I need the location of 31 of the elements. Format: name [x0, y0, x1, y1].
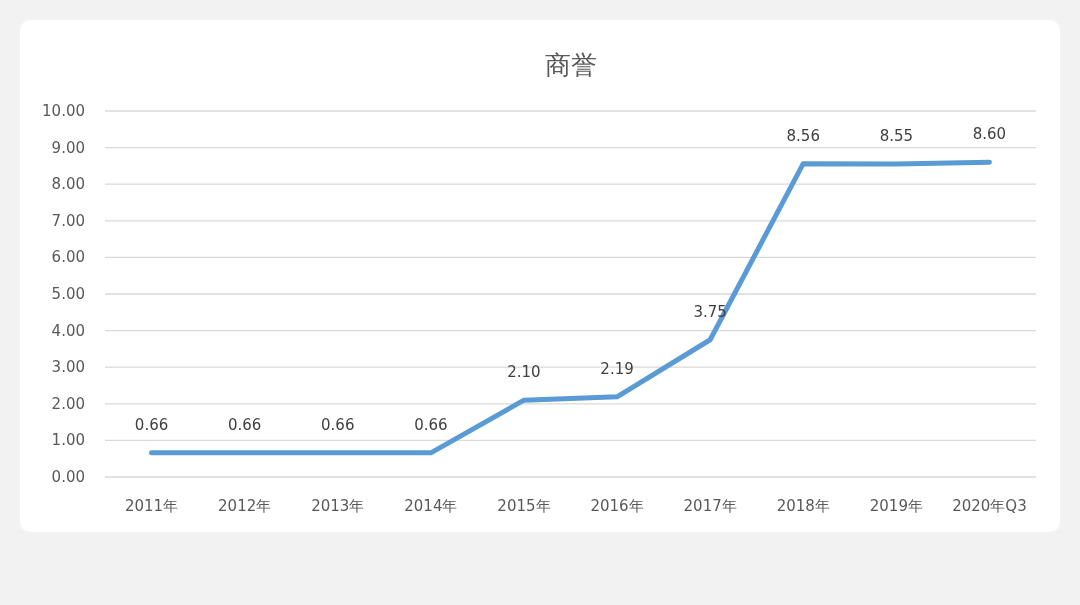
data-label: 2.19: [600, 359, 634, 378]
y-tick-label: 6.00: [51, 248, 85, 267]
title: 商誉: [544, 50, 597, 80]
y-tick-label: 4.00: [51, 321, 85, 340]
data-label: 0.66: [321, 415, 355, 434]
x-tick-label: 2018年: [776, 497, 830, 515]
x-tick-label: 2019年: [869, 497, 923, 515]
data-label: 0.66: [134, 415, 169, 434]
data-label: 0.66: [414, 415, 448, 434]
x-tick-label: 2011年: [124, 497, 179, 515]
data-label: 8.60: [972, 125, 1007, 144]
x-tick-label: 2020年Q3: [952, 497, 1027, 515]
y-tick-label: 0.00: [51, 468, 85, 486]
data-label: 8.55: [879, 127, 914, 146]
x-tick-label: 2016年: [590, 497, 644, 515]
y-tick-label: 5.00: [51, 285, 85, 303]
y-tick-label: 8.00: [51, 175, 85, 194]
y-tick-label: 7.00: [51, 211, 85, 230]
x-tick-label: 2014年: [404, 497, 458, 515]
y-tick-label: 9.00: [51, 138, 85, 157]
y-tick-label: 3.00: [51, 358, 85, 377]
x-tick-label: 2015年: [497, 497, 551, 515]
y-tick-label: 10.00: [42, 102, 85, 120]
x-tick-label: 2017年: [683, 497, 737, 515]
y-tick-label: 2.00: [51, 394, 85, 413]
x-tick-label: 2013年: [311, 497, 365, 515]
y-tick-label: 1.00: [51, 431, 85, 450]
data-label: 8.56: [786, 126, 820, 145]
x-tick-label: 2012年: [218, 497, 272, 515]
data-label: 2.10: [507, 363, 541, 382]
data-label: 0.66: [227, 415, 262, 434]
